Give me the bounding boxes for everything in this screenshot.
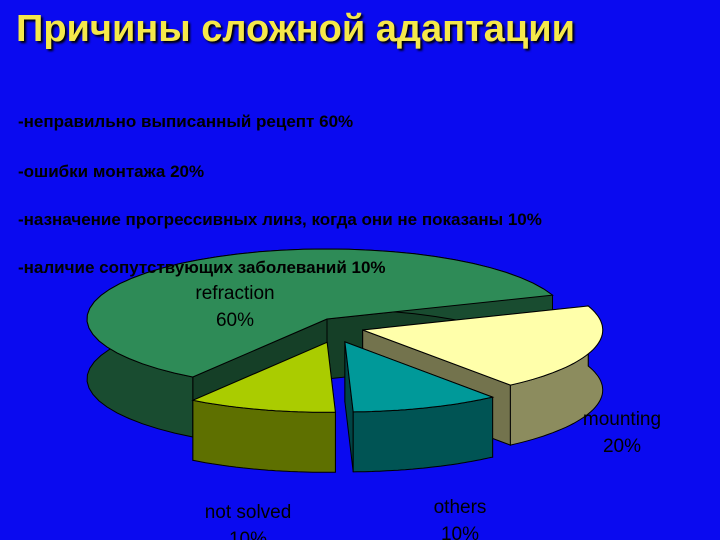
slice	[191, 341, 336, 413]
slice	[86, 248, 554, 378]
note: -неправильно выписанный рецепт 60%	[18, 112, 354, 131]
note: -назначение прогрессивных линз, когда он…	[18, 210, 542, 229]
slide-title: Причины сложной адаптации	[16, 8, 575, 50]
note: -наличие сопутствующих заболеваний 10%	[18, 258, 386, 277]
value-label: 10%	[441, 524, 479, 540]
value-label: 60%	[216, 310, 254, 331]
slice	[344, 341, 495, 413]
note: -ошибки монтажа 20%	[18, 162, 205, 181]
slice-label: refraction	[195, 283, 274, 304]
value-label: 10%	[229, 529, 267, 540]
slice-label: others	[434, 497, 487, 518]
slice-label: mounting	[583, 409, 661, 430]
value-label: 20%	[603, 436, 641, 457]
slice-label: not solved	[205, 502, 292, 523]
slice	[362, 305, 604, 386]
